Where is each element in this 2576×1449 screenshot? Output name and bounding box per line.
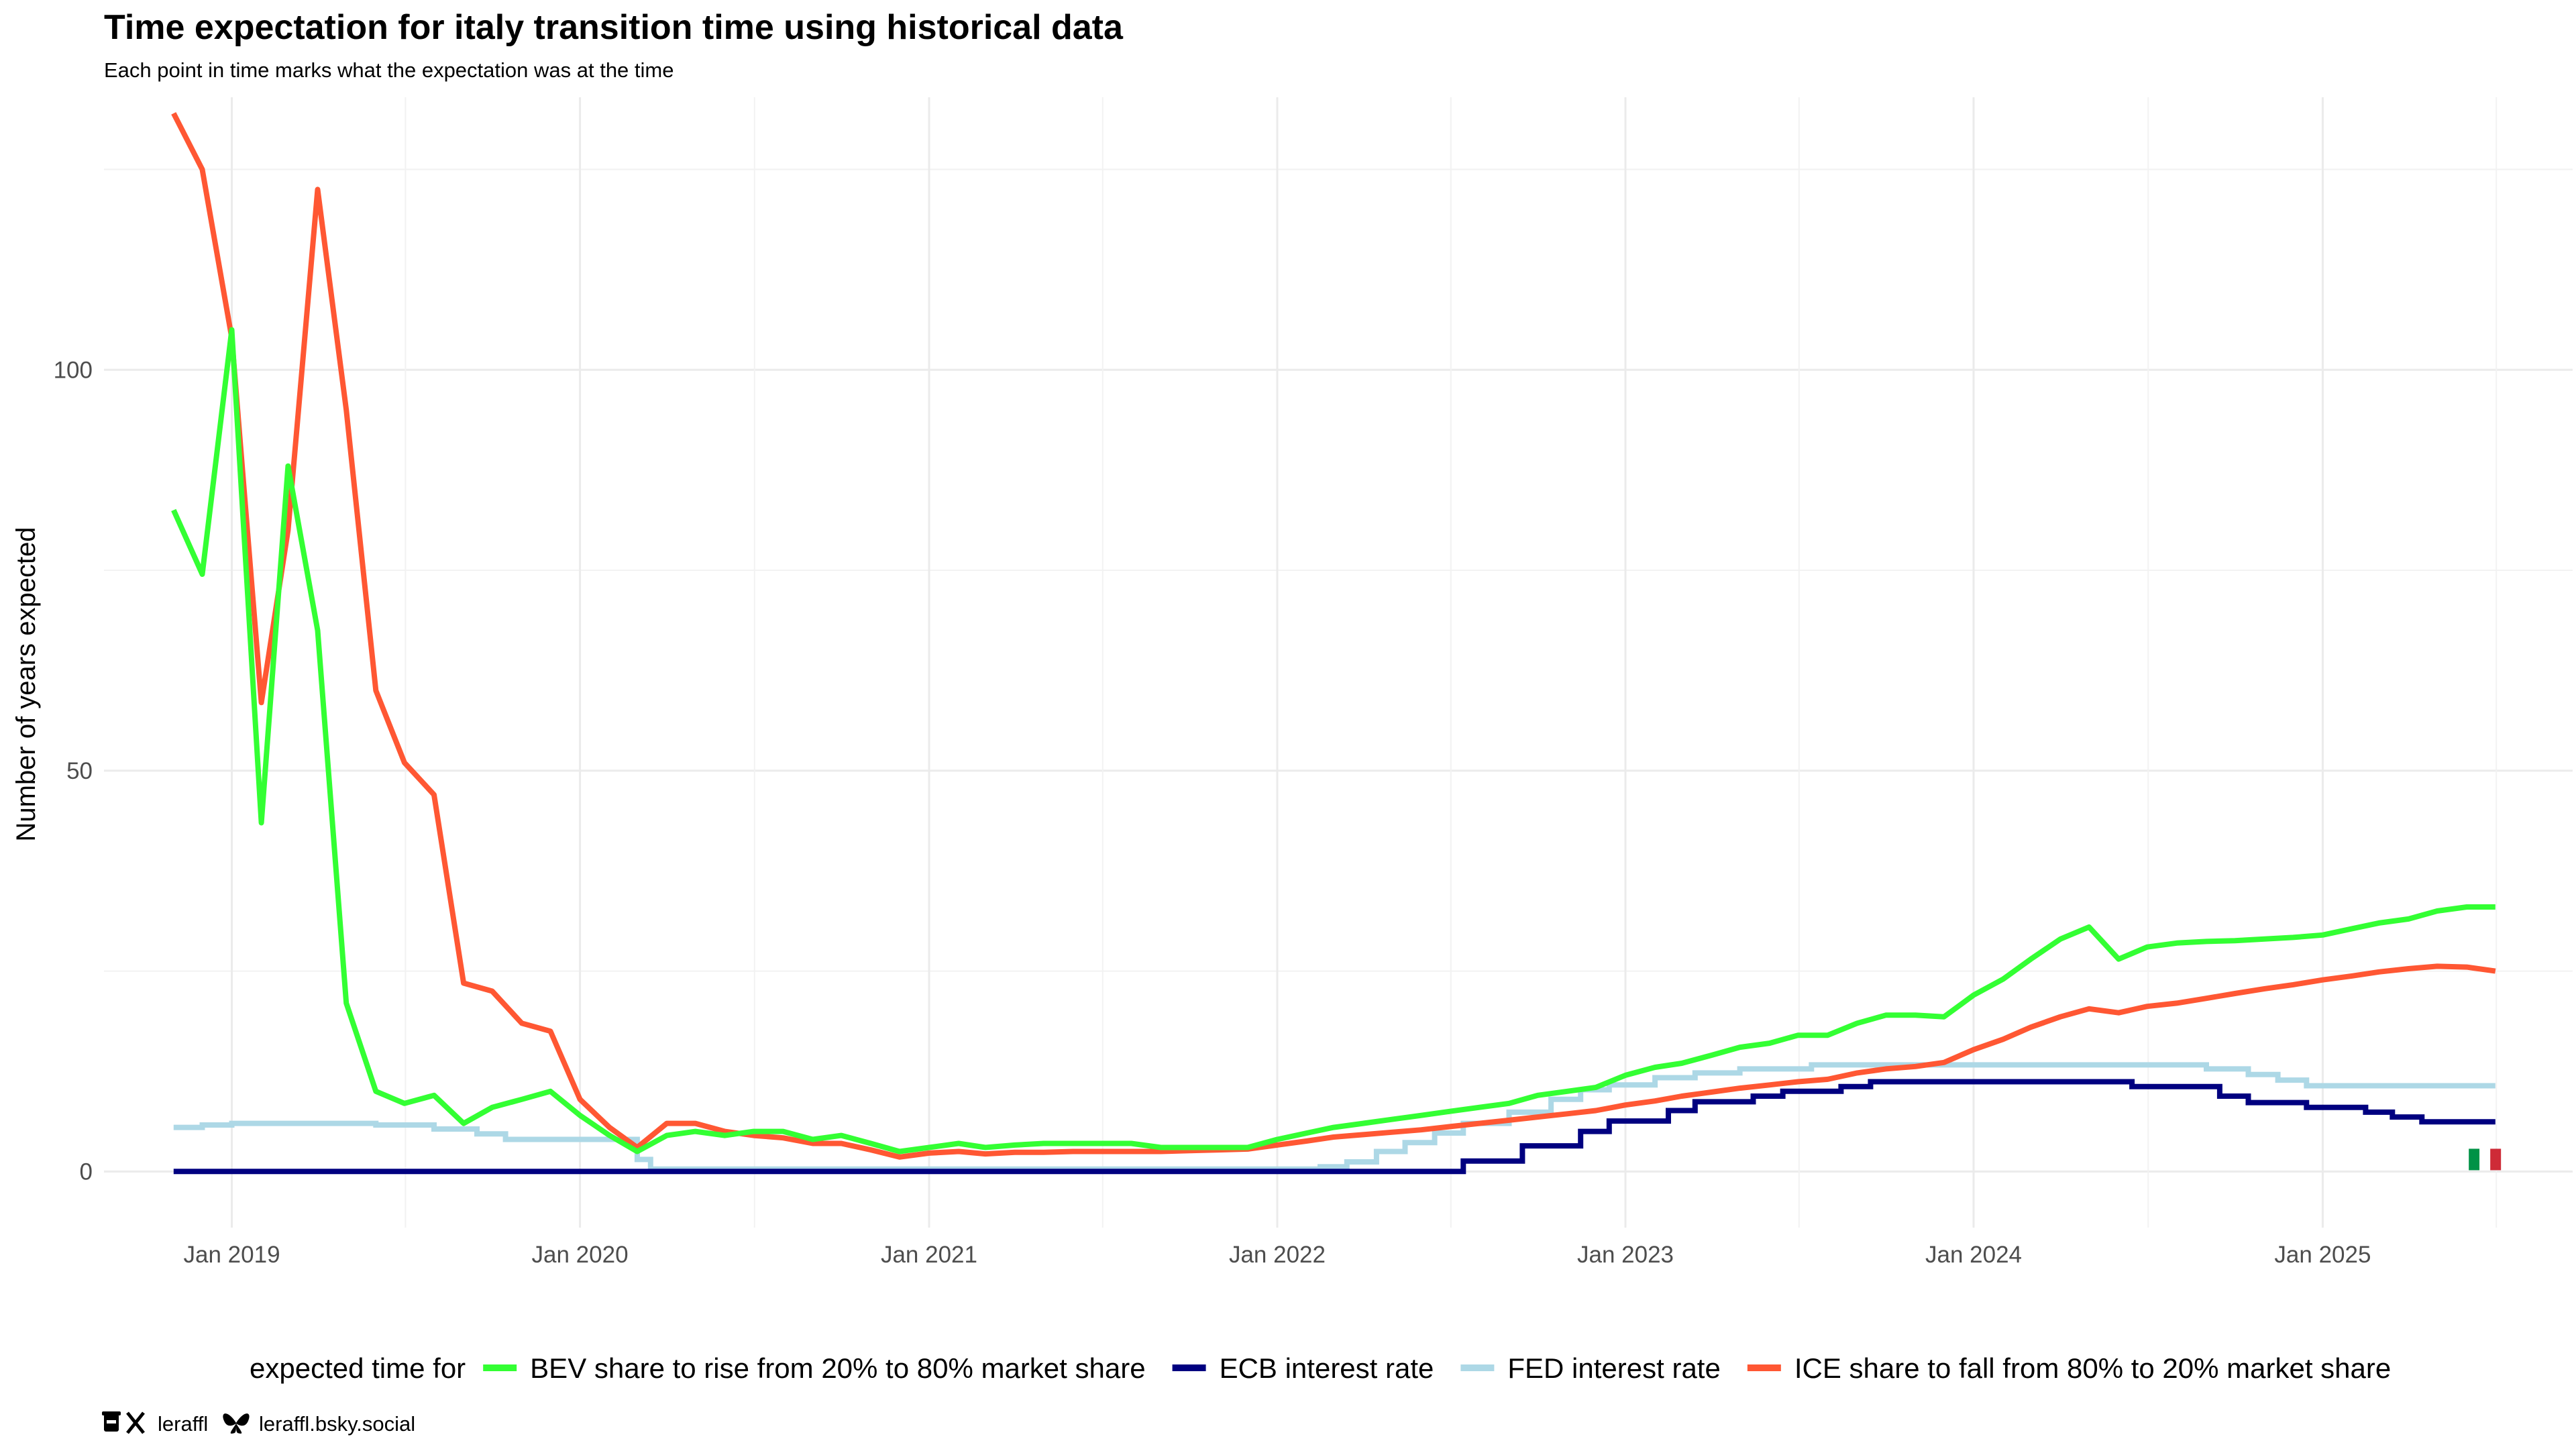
y-tick-label: 50 [66, 758, 93, 784]
flag-stripe [2469, 1148, 2480, 1171]
legend-title: expected time for [250, 1352, 466, 1384]
butterfly-icon [223, 1413, 250, 1434]
y-tick-label: 0 [80, 1159, 93, 1185]
series-line-ecb-interest-rate [173, 1079, 2496, 1175]
x-logo-icon [126, 1411, 145, 1434]
credit-handle-x: leraffl [158, 1412, 208, 1436]
credits: leraffl leraffl.bsky.social [102, 1411, 415, 1436]
x-tick-label: Jan 2021 [881, 1242, 977, 1268]
x-tick-label: Jan 2019 [184, 1242, 280, 1268]
x-tick-labels: Jan 2019 Jan 2020 Jan 2021 Jan 2022 Jan 2023… [184, 1242, 2371, 1268]
x-tick-label: Jan 2020 [532, 1242, 629, 1268]
series-line-bev-share-to-rise-from-20-to-80-market-share [171, 327, 2496, 1155]
y-axis-label: Number of years expected [11, 527, 41, 841]
legend-label-ice-share-to-fall-from-80-to-20-market-share: ICE share to fall from 80% to 20% market… [1794, 1352, 2391, 1384]
y-tick-label: 100 [54, 357, 93, 383]
legend-label-bev-share-to-rise-from-20-to-80-market-share: BEV share to rise from 20% to 80% market… [530, 1352, 1145, 1384]
series-line-ice-share-to-fall-from-80-to-20-market-share [171, 112, 2496, 1160]
series-lines [171, 112, 2496, 1175]
chart-title: Time expectation for italy transition ti… [104, 8, 1124, 47]
series-line-fed-interest-rate [173, 1062, 2496, 1172]
flag-stripe [2479, 1148, 2491, 1171]
y-tick-labels: 0 50 100 [54, 357, 93, 1185]
x-tick-label: Jan 2023 [1577, 1242, 1674, 1268]
chart-subtitle: Each point in time marks what the expect… [104, 58, 674, 82]
legend-label-fed-interest-rate: FED interest rate [1507, 1352, 1720, 1384]
legend: expected time for BEV share to rise from… [250, 1352, 2391, 1384]
grid [104, 97, 2573, 1228]
x-tick-label: Jan 2025 [2274, 1242, 2371, 1268]
flag-stripe [2490, 1148, 2502, 1171]
x-tick-label: Jan 2022 [1229, 1242, 1326, 1268]
x-tick-label: Jan 2024 [1925, 1242, 2022, 1268]
legend-label-ecb-interest-rate: ECB interest rate [1220, 1352, 1434, 1384]
coffee-icon [102, 1411, 121, 1432]
credit-handle-bsky: leraffl.bsky.social [259, 1412, 415, 1436]
italy-flag-icon [2469, 1148, 2502, 1171]
